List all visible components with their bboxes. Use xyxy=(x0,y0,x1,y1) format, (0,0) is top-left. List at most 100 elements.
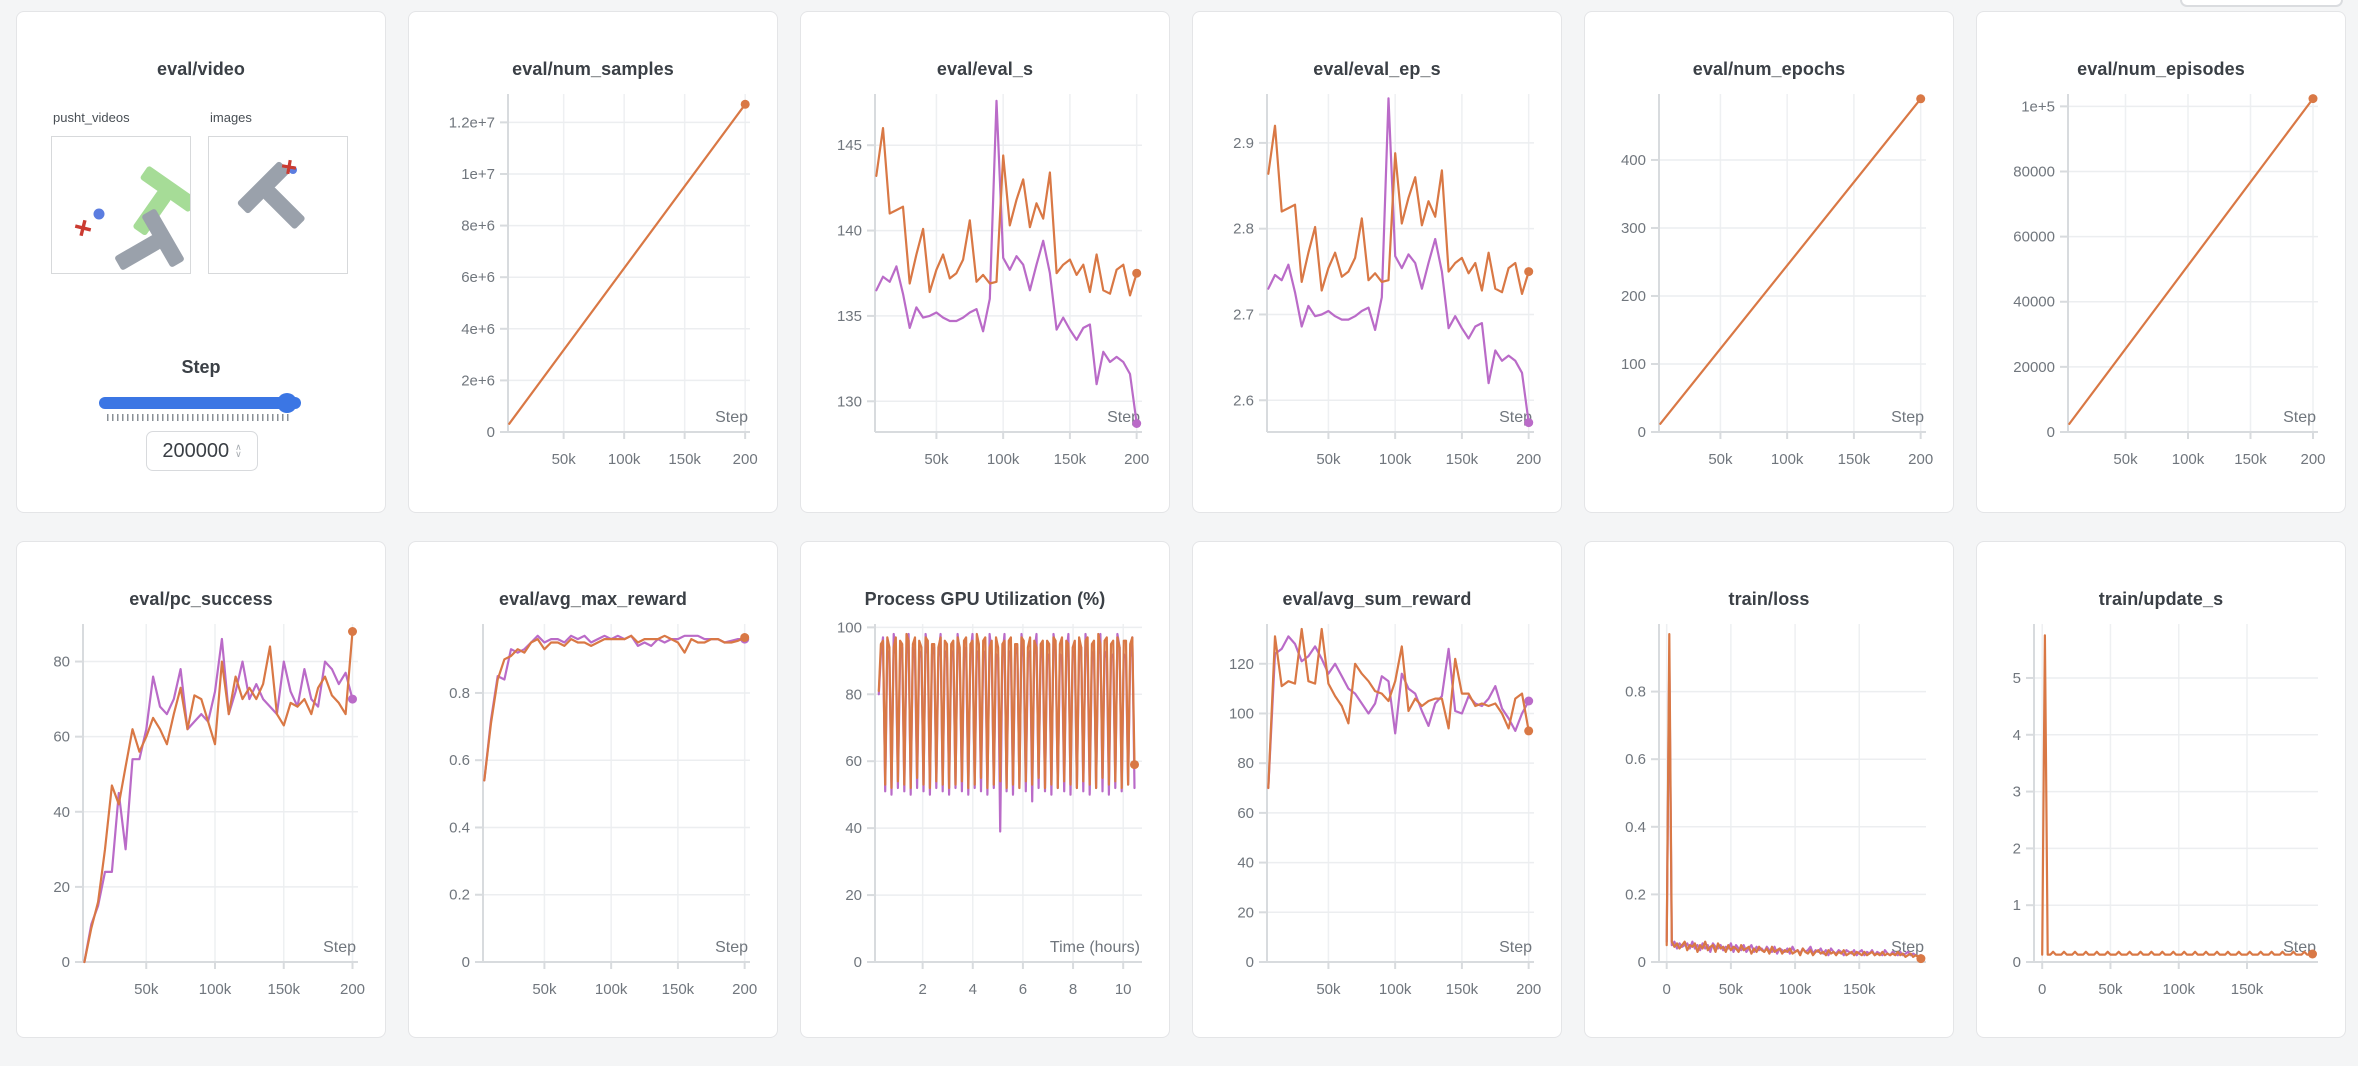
x-tick-label: 200 xyxy=(1516,981,1541,998)
x-axis-label: Step xyxy=(323,939,356,956)
x-tick-label: 150k xyxy=(2231,981,2264,998)
series-end-dot-purple xyxy=(1524,696,1534,706)
step-value-input[interactable]: 200000 ∧ ∨ xyxy=(146,431,258,471)
y-tick-label: 60 xyxy=(1237,805,1254,822)
gray-t-shape xyxy=(115,209,184,270)
series-end-dot-orange xyxy=(2308,94,2318,104)
y-tick-label: 3 xyxy=(2013,784,2021,801)
y-tick-label: 0.8 xyxy=(1625,684,1646,701)
y-tick-label: 0 xyxy=(1638,954,1646,971)
x-tick-label: 150k xyxy=(1446,981,1479,998)
y-tick-label: 135 xyxy=(837,308,862,325)
x-tick-label: 200 xyxy=(340,981,365,998)
chart-canvas-train-update-s[interactable]: 0 1 2 3 4 5 0 50k 100k 150k Step xyxy=(1992,618,2330,1028)
y-tick-label: 400 xyxy=(1621,152,1646,169)
panel-eval-num-samples: eval/num_samples 0 2e+6 4e+6 6e+6 8e+6 1e+7 1.… xyxy=(408,11,778,513)
stepper-arrows-icon[interactable]: ∧ ∨ xyxy=(235,442,242,459)
y-tick-label: 0.4 xyxy=(449,819,470,836)
series-end-dot-orange xyxy=(1524,267,1534,277)
x-tick-label: 100k xyxy=(987,451,1020,468)
chart-canvas-eval-num-episodes[interactable]: 0 20000 40000 60000 80000 1e+5 50k 100k 150k 200 S… xyxy=(1992,88,2330,498)
y-tick-label: 0 xyxy=(487,424,495,441)
slider-tick-ruler xyxy=(107,414,290,421)
series-end-dot-orange xyxy=(348,627,357,636)
x-axis-label: Step xyxy=(715,939,748,956)
series-end-dot-orange xyxy=(740,633,750,642)
media-thumbnail-images[interactable] xyxy=(208,136,348,274)
y-tick-label: 200 xyxy=(1621,288,1646,305)
series-line-orange xyxy=(1665,633,1922,960)
x-tick-label: 100k xyxy=(1379,451,1412,468)
chart-canvas-eval-num-samples[interactable]: 0 2e+6 4e+6 6e+6 8e+6 1e+7 1.2e+7 50k 100k 150k 20… xyxy=(424,88,762,498)
pusht-video-frame xyxy=(74,166,197,270)
y-tick-label: 1e+5 xyxy=(2021,98,2055,115)
step-slider-knob[interactable] xyxy=(277,393,297,413)
y-tick-label: 145 xyxy=(837,137,862,154)
x-tick-label: 50k xyxy=(2098,981,2123,998)
image-frame xyxy=(237,159,305,229)
panel-title: eval/eval_ep_s xyxy=(1313,59,1441,79)
y-tick-label: 0 xyxy=(62,954,70,971)
series-line-orange xyxy=(1267,124,1530,295)
y-tick-label: 80 xyxy=(845,686,862,703)
series-line-orange xyxy=(483,634,746,782)
panel-eval-eval-ep-s: eval/eval_ep_s 2.6 2.7 2.8 2.9 50k 100k 150k 20… xyxy=(1192,11,1562,513)
x-tick-label: 100k xyxy=(2162,981,2195,998)
y-tick-label: 0 xyxy=(1638,424,1646,441)
series-line-orange xyxy=(83,630,354,964)
y-tick-label: 0.2 xyxy=(449,887,470,904)
x-tick-label: 200 xyxy=(1908,451,1933,468)
y-tick-label: 0 xyxy=(462,954,470,971)
y-tick-label: 1.2e+7 xyxy=(449,114,495,131)
x-tick-label: 200 xyxy=(733,451,758,468)
chart-canvas-eval-eval-s[interactable]: 130 135 140 145 50k 100k 150k 200 Step xyxy=(816,88,1154,498)
media-thumbnail-pusht-videos[interactable] xyxy=(51,136,197,274)
y-tick-label: 300 xyxy=(1621,220,1646,237)
series-line-orange xyxy=(2068,97,2315,425)
y-tick-label: 100 xyxy=(837,619,862,636)
x-tick-label: 4 xyxy=(969,981,977,998)
series-end-dot-purple xyxy=(348,694,357,704)
y-tick-label: 60 xyxy=(845,753,862,770)
chart-canvas-eval-eval-ep-s[interactable]: 2.6 2.7 2.8 2.9 50k 100k 150k 200 Step xyxy=(1208,88,1546,498)
x-tick-label: 50k xyxy=(2113,451,2138,468)
chart-canvas-eval-pc-success[interactable]: 0 20 40 60 80 50k 100k 150k 200 Step xyxy=(32,618,370,1028)
chart-canvas-eval-avg-sum-reward[interactable]: 0 20 40 60 80 100 120 50k 100k 150k 200 Step xyxy=(1208,618,1546,1028)
x-tick-label: 200 xyxy=(1124,451,1149,468)
y-tick-label: 2.6 xyxy=(1233,392,1254,409)
panel-title: eval/avg_sum_reward xyxy=(1282,589,1472,609)
series-line-purple xyxy=(1267,97,1530,424)
x-axis-label: Step xyxy=(2283,939,2316,956)
series-line-purple xyxy=(1665,656,1922,958)
x-tick-label: 100k xyxy=(2172,451,2205,468)
x-tick-label: 150k xyxy=(662,981,695,998)
x-tick-label: 150k xyxy=(1446,451,1479,468)
chart-canvas-eval-num-epochs[interactable]: 0 100 200 300 400 50k 100k 150k 200 Step xyxy=(1600,88,1938,498)
y-tick-label: 140 xyxy=(837,223,862,240)
chart-canvas-eval-avg-max-reward[interactable]: 0 0.2 0.4 0.6 0.8 50k 100k 150k 200 Step xyxy=(424,618,762,1028)
y-tick-label: 1 xyxy=(2013,897,2021,914)
y-tick-label: 1e+7 xyxy=(461,166,495,183)
panel-eval-pc-success: eval/pc_success 0 20 40 60 80 50k 100k 150k 200 S… xyxy=(16,541,386,1038)
x-tick-label: 50k xyxy=(1708,451,1733,468)
x-tick-label: 100k xyxy=(595,981,628,998)
y-tick-label: 40 xyxy=(845,820,862,837)
series-end-dot-orange xyxy=(1524,726,1534,736)
y-tick-label: 0 xyxy=(2047,424,2055,441)
y-tick-label: 20 xyxy=(1237,904,1254,921)
y-tick-label: 60000 xyxy=(2013,229,2055,246)
step-slider-track[interactable] xyxy=(99,397,301,409)
y-tick-label: 2.9 xyxy=(1233,135,1254,152)
panel-eval-num-episodes: eval/num_episodes 0 20000 40000 60000 80000 1… xyxy=(1976,11,2346,513)
series-line-purple xyxy=(1267,635,1530,790)
x-tick-label: 50k xyxy=(552,451,577,468)
panel-train-loss: train/loss 0 0.2 0.4 0.6 0.8 0 50k 100k 150k Step xyxy=(1584,541,1954,1038)
series-line-purple xyxy=(875,99,1138,425)
y-tick-label: 20 xyxy=(845,887,862,904)
y-tick-label: 0 xyxy=(854,954,862,971)
y-tick-label: 20000 xyxy=(2013,359,2055,376)
y-tick-label: 0.4 xyxy=(1625,819,1646,836)
y-tick-label: 0 xyxy=(1246,954,1254,971)
chart-canvas-gpu-utilization[interactable]: 0 20 40 60 80 100 2 4 6 8 10 Time (hours) xyxy=(816,618,1154,1028)
